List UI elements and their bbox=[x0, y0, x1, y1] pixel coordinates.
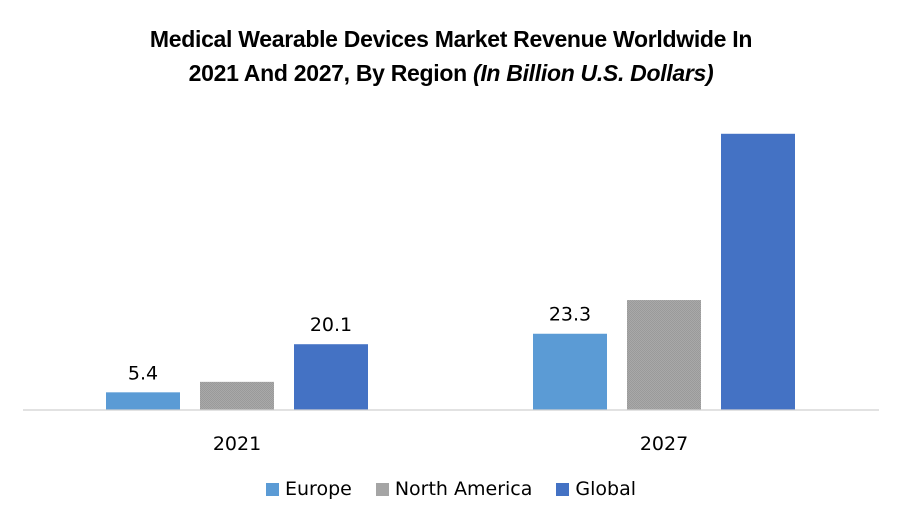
data-label-global-2021: 20.1 bbox=[310, 314, 352, 336]
bar-europe-2021 bbox=[106, 392, 180, 410]
category-labels-group: 2021 2027 bbox=[213, 433, 688, 455]
data-label-europe-2027: 23.3 bbox=[549, 304, 591, 326]
legend-item-europe: Europe bbox=[266, 478, 352, 500]
bars-group bbox=[106, 133, 795, 411]
legend-item-north-america: North America bbox=[375, 478, 533, 500]
chart-title: Medical Wearable Devices Market Revenue … bbox=[0, 22, 902, 90]
legend-swatch-global bbox=[556, 482, 570, 496]
chart-title-line-2: 2021 And 2027, By Region (In Billion U.S… bbox=[0, 56, 902, 90]
x-tick-label-2021: 2021 bbox=[213, 433, 261, 455]
bar-global-2027 bbox=[721, 133, 795, 411]
bar-global-2021 bbox=[294, 344, 368, 410]
data-labels-group: 5.4 20.1 23.3 bbox=[128, 304, 591, 385]
bar-europe-2027 bbox=[533, 333, 607, 410]
legend-label-global: Global bbox=[575, 478, 636, 500]
legend-item-global: Global bbox=[556, 478, 636, 500]
legend-swatch-europe bbox=[266, 482, 279, 496]
bar-north-america-2027 bbox=[627, 300, 701, 410]
legend-swatch-north-america bbox=[375, 482, 389, 496]
legend-label-europe: Europe bbox=[285, 478, 352, 500]
x-tick-label-2027: 2027 bbox=[640, 433, 688, 455]
chart-title-unit: (In Billion U.S. Dollars) bbox=[472, 60, 714, 86]
legend-label-north-america: North America bbox=[394, 478, 533, 500]
legend: Europe North America Global bbox=[0, 478, 902, 501]
chart-title-line-1: Medical Wearable Devices Market Revenue … bbox=[149, 26, 753, 52]
chart-title-line-2-plain: 2021 And 2027, By Region bbox=[188, 60, 473, 86]
data-label-europe-2021: 5.4 bbox=[128, 362, 158, 384]
bar-north-america-2021 bbox=[200, 381, 274, 410]
